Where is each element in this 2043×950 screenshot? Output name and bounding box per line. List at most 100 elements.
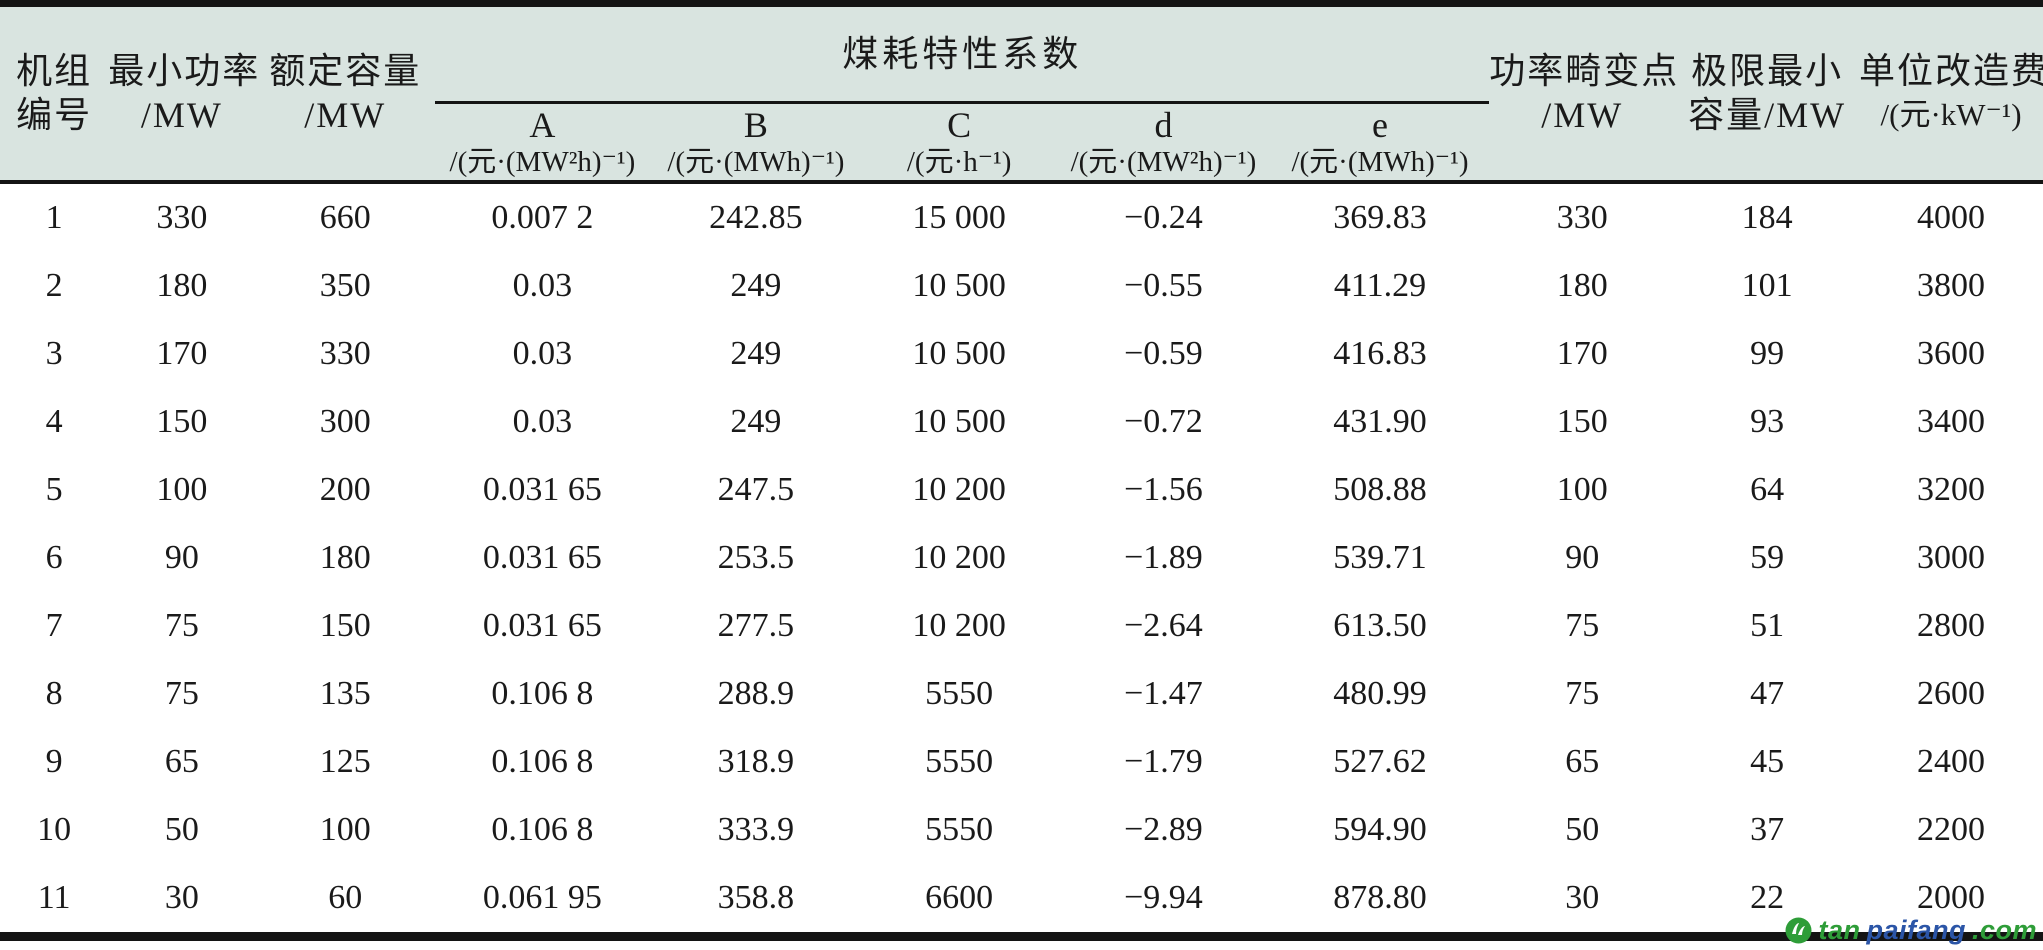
- cell-unit-number: 6: [45, 538, 63, 576]
- cell-coefficient-a: 0.03: [512, 402, 573, 440]
- table-body: 1 330 660 0.007 2 242.85 15 000 −0.24 36…: [0, 182, 2043, 937]
- cell-coefficient-b: 277.5: [717, 606, 795, 644]
- table-row: 11 30 60 0.061 95 358.8 6600 −9.94 878.8…: [0, 864, 2043, 937]
- cell-coefficient-b: 358.8: [717, 878, 795, 916]
- cell-coefficient-b: 318.9: [717, 742, 795, 780]
- cell-coefficient-d: −0.24: [1124, 198, 1203, 236]
- header-power-distortion-point: 功率畸变点 /MW: [1489, 3, 1677, 184]
- coefficient-d-unit: /(元·(MW²h)⁻¹): [1070, 146, 1257, 179]
- cell-coefficient-d: −0.55: [1124, 266, 1203, 304]
- cell-coefficient-b: 249: [730, 266, 782, 304]
- cell-rated-capacity: 350: [319, 266, 371, 304]
- cell-min-power: 170: [156, 334, 208, 372]
- cell-coefficient-a: 0.031 65: [482, 470, 602, 508]
- cell-limit-min-capacity: 64: [1750, 470, 1785, 508]
- cell-rated-capacity: 180: [319, 538, 371, 576]
- cell-coefficient-a: 0.031 65: [482, 606, 602, 644]
- table-row: 6 90 180 0.031 65 253.5 10 200 −1.89 539…: [0, 524, 2043, 592]
- cell-min-power: 75: [164, 606, 199, 644]
- cell-rated-capacity: 135: [319, 674, 371, 712]
- table-row: 5 100 200 0.031 65 247.5 10 200 −1.56 50…: [0, 456, 2043, 524]
- cell-retrofit-cost: 2200: [1917, 810, 1986, 848]
- header-rated-capacity: 额定容量 /MW: [255, 3, 436, 184]
- cell-coefficient-e: 480.99: [1333, 674, 1427, 712]
- cell-coefficient-b: 242.85: [709, 198, 803, 236]
- header-unit-number-line2: 编号: [16, 95, 93, 136]
- header-coal-coefficients-group: 煤耗特性系数: [435, 3, 1490, 104]
- cell-coefficient-b: 288.9: [717, 674, 795, 712]
- tanpaifang-logo-icon: [1785, 917, 1812, 944]
- cell-coefficient-d: −1.56: [1124, 470, 1203, 508]
- cell-unit-number: 9: [45, 742, 63, 780]
- cell-coefficient-a: 0.106 8: [491, 674, 594, 712]
- coefficient-e-unit: /(元·(MWh)⁻¹): [1291, 146, 1469, 179]
- cell-distortion-point: 65: [1565, 742, 1600, 780]
- cell-limit-min-capacity: 37: [1750, 810, 1785, 848]
- cell-distortion-point: 30: [1565, 878, 1600, 916]
- header-retrofit-cost-line1: 单位改造费用: [1859, 51, 2043, 92]
- cell-coefficient-c: 5550: [925, 674, 994, 712]
- cell-distortion-point: 75: [1565, 606, 1600, 644]
- cell-unit-number: 7: [45, 606, 63, 644]
- cell-coefficient-e: 431.90: [1333, 402, 1427, 440]
- cell-retrofit-cost: 3400: [1917, 402, 1986, 440]
- cell-coefficient-d: −1.47: [1124, 674, 1203, 712]
- cell-coefficient-b: 249: [730, 402, 782, 440]
- cell-coefficient-d: −1.79: [1124, 742, 1203, 780]
- header-unit-number-line1: 机组: [16, 51, 93, 92]
- header-limit-min-capacity-line1: 极限最小: [1691, 51, 1844, 92]
- cell-coefficient-a: 0.106 8: [491, 810, 594, 848]
- header-min-power-unit: /MW: [140, 95, 223, 136]
- cell-limit-min-capacity: 59: [1750, 538, 1785, 576]
- cell-coefficient-a: 0.03: [512, 266, 573, 304]
- cell-min-power: 30: [164, 878, 199, 916]
- cell-coefficient-c: 10 200: [912, 470, 1006, 508]
- header-min-power: 最小功率 /MW: [108, 3, 261, 184]
- header-coal-coefficients-label: 煤耗特性系数: [842, 34, 1083, 74]
- table-row: 3 170 330 0.03 249 10 500 −0.59 416.83 1…: [0, 320, 2043, 388]
- cell-rated-capacity: 100: [319, 810, 371, 848]
- cell-unit-number: 2: [45, 266, 63, 304]
- cell-coefficient-b: 249: [730, 334, 782, 372]
- cell-coefficient-b: 247.5: [717, 470, 795, 508]
- cell-coefficient-a: 0.031 65: [482, 538, 602, 576]
- cell-distortion-point: 100: [1556, 470, 1608, 508]
- cell-coefficient-e: 369.83: [1333, 198, 1427, 236]
- header-min-power-line1: 最小功率: [108, 51, 261, 92]
- cell-limit-min-capacity: 22: [1750, 878, 1785, 916]
- cell-coefficient-e: 594.90: [1333, 810, 1427, 848]
- coefficient-d-letter: d: [1154, 105, 1173, 146]
- cell-min-power: 180: [156, 266, 208, 304]
- cell-distortion-point: 75: [1565, 674, 1600, 712]
- coefficient-c-unit: /(元·h⁻¹): [906, 146, 1012, 179]
- cell-min-power: 150: [156, 402, 208, 440]
- header-power-distortion-unit: /MW: [1541, 95, 1624, 136]
- cell-coefficient-c: 10 200: [912, 606, 1006, 644]
- cell-coefficient-d: −1.89: [1124, 538, 1203, 576]
- cell-limit-min-capacity: 101: [1741, 266, 1793, 304]
- cell-coefficient-e: 508.88: [1333, 470, 1427, 508]
- table-row: 8 75 135 0.106 8 288.9 5550 −1.47 480.99…: [0, 660, 2043, 728]
- cell-limit-min-capacity: 51: [1750, 606, 1785, 644]
- coefficient-a-unit: /(元·(MW²h)⁻¹): [449, 146, 636, 179]
- cell-coefficient-d: −0.72: [1124, 402, 1203, 440]
- cell-coefficient-c: 10 500: [912, 266, 1006, 304]
- cell-unit-number: 5: [45, 470, 63, 508]
- cell-retrofit-cost: 3600: [1917, 334, 1986, 372]
- cell-distortion-point: 170: [1556, 334, 1608, 372]
- cell-coefficient-c: 15 000: [912, 198, 1006, 236]
- header-coefficient-c: C /(元·h⁻¹): [862, 102, 1057, 184]
- cell-coefficient-c: 6600: [925, 878, 994, 916]
- cell-coefficient-e: 416.83: [1333, 334, 1427, 372]
- cell-coefficient-a: 0.106 8: [491, 742, 594, 780]
- cell-coefficient-e: 878.80: [1333, 878, 1427, 916]
- cell-min-power: 100: [156, 470, 208, 508]
- header-rated-capacity-unit: /MW: [304, 95, 387, 136]
- watermark-text-tan: tan: [1818, 915, 1861, 945]
- cell-unit-number: 10: [37, 810, 72, 848]
- cell-coefficient-a: 0.007 2: [491, 198, 594, 236]
- cell-coefficient-b: 333.9: [717, 810, 795, 848]
- cell-coefficient-c: 10 500: [912, 334, 1006, 372]
- table-row: 10 50 100 0.106 8 333.9 5550 −2.89 594.9…: [0, 796, 2043, 864]
